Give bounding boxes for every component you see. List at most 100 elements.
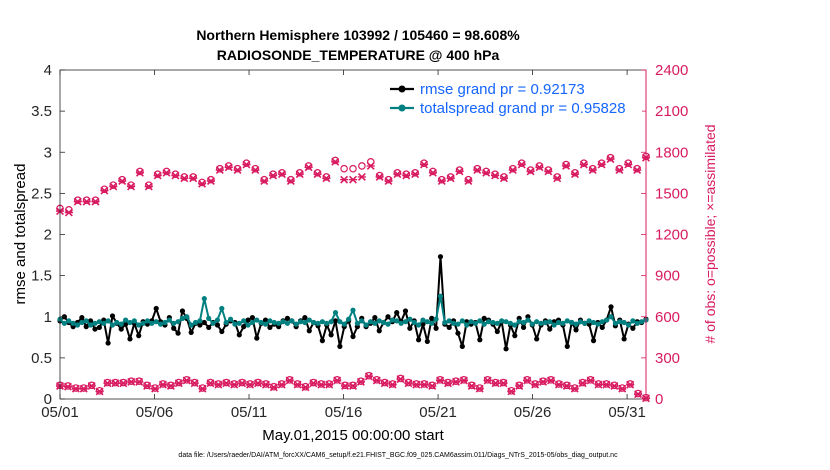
totalspread-point (359, 318, 365, 324)
obs-assimilated-marker (490, 171, 500, 180)
obs-assimilated-marker (144, 182, 153, 191)
rmse-point (503, 346, 509, 352)
obs-possible-marker (482, 167, 490, 176)
obs-assimilated-marker (554, 380, 563, 389)
x-tick-label: 05/31 (608, 404, 646, 421)
obs-assimilated-marker (538, 377, 548, 386)
obs-assimilated-marker (341, 382, 350, 390)
totalspread-point (577, 319, 584, 325)
totalspread-point (376, 318, 382, 324)
obs-possible-marker (437, 175, 446, 184)
obs-assimilated-marker (411, 170, 420, 179)
totalspread-point (573, 321, 579, 327)
totalspread-point (232, 321, 238, 327)
totalspread-point (490, 319, 496, 326)
totalspread-point (140, 320, 146, 326)
obs-possible-marker (159, 380, 167, 388)
obs-assimilated-marker (171, 171, 180, 180)
obs-possible-marker (340, 164, 348, 173)
totalspread-point (157, 321, 164, 327)
rmse-point (96, 324, 102, 331)
totalspread-point (315, 320, 321, 326)
obs-possible-marker (82, 196, 91, 205)
legend-rmse-label: rmse grand pr = 0.92173 (420, 81, 585, 98)
rmse-point (118, 326, 124, 332)
totalspread-point (437, 293, 444, 299)
y-right-tick-label: 300 (655, 350, 680, 367)
totalspread-point (66, 318, 72, 324)
obs-possible-marker (412, 380, 421, 388)
rmse-point (437, 254, 444, 260)
obs-possible-marker (317, 380, 326, 388)
obs-possible-marker (460, 376, 468, 384)
y-axis-label-left: rmse and totalspread (12, 164, 29, 305)
obs-possible-marker (428, 381, 436, 390)
totalspread-point (61, 320, 67, 326)
obs-possible-marker (606, 153, 615, 162)
obs-possible-marker (109, 181, 118, 189)
obs-assimilated-marker (100, 186, 109, 195)
totalspread-point (604, 317, 610, 323)
obs-assimilated-marker (602, 380, 611, 389)
obs-assimilated-marker (103, 379, 112, 388)
obs-possible-marker (349, 164, 357, 173)
obs-assimilated-marker (446, 174, 455, 183)
rmse-point (385, 314, 391, 320)
obs-possible-marker (571, 169, 579, 177)
obs-assimilated-marker (499, 379, 508, 388)
obs-assimilated-marker (517, 160, 526, 169)
rmse-point (481, 315, 487, 321)
obs-possible-marker (325, 380, 334, 388)
y-right-tick-label: 1200 (655, 227, 688, 244)
obs-possible-marker (333, 376, 341, 384)
totalspread-point (70, 320, 76, 326)
y-right-tick-label: 0 (655, 391, 663, 408)
rmse-point (302, 314, 308, 321)
obs-assimilated-marker (158, 380, 168, 389)
obs-possible-marker (444, 378, 452, 387)
totalspread-point (630, 318, 636, 324)
obs-assimilated-marker (544, 167, 553, 176)
totalspread-point (297, 319, 304, 325)
obs-possible-marker (151, 384, 159, 392)
obs-assimilated-marker (366, 161, 375, 170)
totalspread-point (547, 319, 553, 325)
obs-assimilated-marker (356, 377, 365, 386)
obs-assimilated-marker (111, 379, 120, 388)
totalspread-point (385, 321, 391, 327)
totalspread-point (319, 319, 325, 325)
obs-assimilated-marker (190, 379, 199, 388)
obs-possible-marker (602, 380, 611, 388)
obs-assimilated-marker (143, 382, 152, 390)
rmse-point (254, 335, 260, 341)
obs-assimilated-marker (206, 177, 216, 186)
obs-possible-marker (119, 378, 128, 387)
legend-rmse-marker (398, 85, 406, 93)
obs-possible-marker (404, 378, 413, 387)
rmse-point (262, 317, 269, 323)
obs-possible-marker (304, 162, 313, 170)
obs-assimilated-marker (150, 384, 160, 393)
totalspread-point (236, 320, 242, 326)
obs-possible-marker (491, 378, 500, 387)
obs-assimilated-marker (277, 170, 287, 179)
obs-assimilated-marker (393, 170, 402, 179)
totalspread-point (284, 320, 291, 326)
obs-possible-marker (547, 376, 555, 384)
totalspread-point (429, 320, 435, 326)
obs-assimilated-marker (562, 382, 571, 390)
totalspread-point (411, 319, 417, 326)
x-axis-label: May.01,2015 00:00:00 start (262, 427, 444, 444)
obs-assimilated-marker (372, 376, 381, 385)
totalspread-point (625, 322, 632, 328)
obs-possible-marker (594, 380, 603, 388)
obs-possible-marker (207, 175, 215, 184)
x-tick-label: 05/26 (514, 404, 552, 421)
obs-possible-marker (491, 170, 499, 178)
totalspread-point (415, 322, 422, 328)
totalspread-point (280, 319, 286, 325)
obs-assimilated-marker (459, 376, 468, 385)
obs-assimilated-marker (588, 166, 597, 175)
obs-assimilated-marker (162, 168, 171, 177)
totalspread-point (617, 319, 623, 325)
